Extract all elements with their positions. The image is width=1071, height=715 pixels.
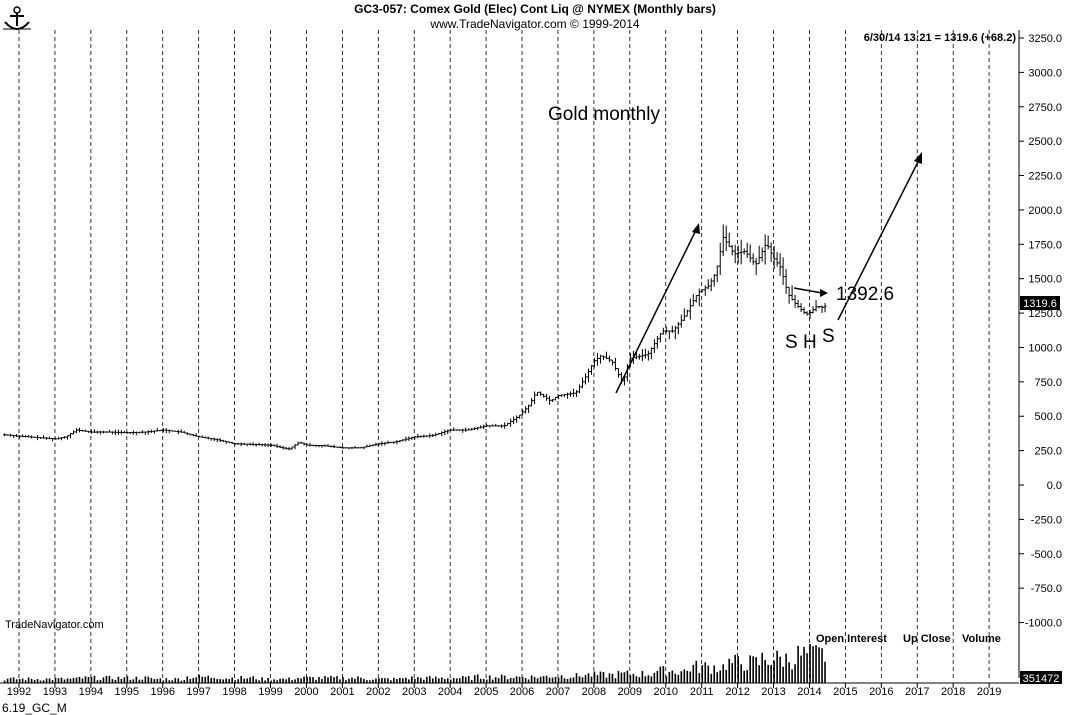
pattern-letter-right-shoulder: S bbox=[822, 326, 835, 347]
year-axis-tick-label: 2003 bbox=[402, 686, 426, 698]
year-axis-tick-label: 2009 bbox=[618, 686, 642, 698]
price-axis-tick-label: 250.0 bbox=[1034, 446, 1062, 458]
year-axis-tick-label: 2015 bbox=[833, 686, 857, 698]
chart-header-title: GC3-057: Comex Gold (Elec) Cont Liq @ NY… bbox=[354, 2, 716, 16]
file-label: 6.19_GC_M bbox=[2, 701, 67, 715]
year-axis-tick-label: 2006 bbox=[510, 686, 534, 698]
price-axis: 3250.0 3000.0 2750.0 2500.0 2250.0 2000.0 1750… bbox=[1019, 33, 1062, 630]
year-axis-tick-label: 2002 bbox=[366, 686, 390, 698]
price-axis-tick-label: 2250.0 bbox=[1028, 171, 1062, 183]
indicator-label-up-close: Up Close bbox=[903, 633, 951, 645]
year-axis-tick-label: 2011 bbox=[690, 686, 714, 698]
price-axis-tick-label: 2750.0 bbox=[1028, 102, 1062, 114]
price-axis-tick-label: 1250.0 bbox=[1028, 308, 1062, 320]
annotation-title: Gold monthly bbox=[548, 104, 660, 125]
svg-text:351472: 351472 bbox=[1023, 673, 1060, 685]
year-axis-tick-label: 2017 bbox=[905, 686, 929, 698]
price-axis-tick-label: 3250.0 bbox=[1028, 33, 1062, 45]
year-axis-tick-label: 1993 bbox=[43, 686, 67, 698]
year-axis-tick-label: 2013 bbox=[761, 686, 785, 698]
price-axis-tick-label: 3000.0 bbox=[1028, 67, 1062, 79]
gold-price-bars bbox=[3, 224, 827, 451]
price-axis-tick-label: -500.0 bbox=[1031, 549, 1062, 561]
indicator-label-volume: Volume bbox=[962, 633, 1001, 645]
price-axis-tick-label: -750.0 bbox=[1031, 583, 1062, 595]
year-axis-tick-label: 1992 bbox=[7, 686, 31, 698]
trend-arrow-projection bbox=[837, 152, 922, 321]
price-axis-tick-label: 1500.0 bbox=[1028, 274, 1062, 286]
pattern-letter-left-shoulder: S bbox=[785, 332, 798, 353]
year-axis-tick-label: 2012 bbox=[725, 686, 749, 698]
year-axis-tick-label: 2014 bbox=[797, 686, 821, 698]
year-axis-tick-label: 2001 bbox=[330, 686, 354, 698]
year-axis-tick-label: 1997 bbox=[186, 686, 210, 698]
neckline-marker bbox=[793, 287, 828, 297]
year-axis-tick-label: 2018 bbox=[941, 686, 965, 698]
year-axis-tick-label: 1998 bbox=[222, 686, 246, 698]
price-axis-tick-label: 0.0 bbox=[1047, 480, 1062, 492]
volume-badge: 351472 bbox=[1020, 671, 1062, 685]
volume-histogram bbox=[3, 644, 826, 683]
year-axis-tick-label: 2010 bbox=[653, 686, 677, 698]
year-axis-tick-label: 1994 bbox=[79, 686, 103, 698]
price-axis-tick-label: 2000.0 bbox=[1028, 205, 1062, 217]
price-axis-tick-label: 750.0 bbox=[1034, 377, 1062, 389]
year-axis-tick-label: 2004 bbox=[438, 686, 462, 698]
year-axis-tick-label: 1999 bbox=[258, 686, 282, 698]
last-quote-readout: 6/30/14 13:21 = 1319.6 (+68.2) bbox=[864, 32, 1017, 44]
year-axis-tick-label: 1995 bbox=[115, 686, 139, 698]
trend-arrow-2008 bbox=[615, 223, 700, 394]
current-price-badge: 1319.6 bbox=[1020, 296, 1060, 310]
pattern-letter-head: H bbox=[803, 332, 817, 353]
year-axis-tick-label: 2007 bbox=[546, 686, 570, 698]
chart-header-subtitle: www.TradeNavigator.com © 1999-2014 bbox=[429, 17, 639, 31]
year-axis: 1992 1993 1994 1995 1996 1997 1998 1999 2000 2001… bbox=[7, 683, 1001, 698]
price-axis-tick-label: -1000.0 bbox=[1025, 618, 1062, 630]
year-axis-tick-label: 2019 bbox=[977, 686, 1001, 698]
year-axis-tick-label: 2016 bbox=[869, 686, 893, 698]
svg-text:1319.6: 1319.6 bbox=[1023, 298, 1057, 310]
price-axis-tick-label: 1750.0 bbox=[1028, 239, 1062, 251]
tradenavigator-logo-icon bbox=[3, 6, 31, 30]
price-axis-tick-label: 1000.0 bbox=[1028, 342, 1062, 354]
price-axis-tick-label: 500.0 bbox=[1034, 411, 1062, 423]
year-axis-tick-label: 2000 bbox=[294, 686, 318, 698]
neckline-level-label: 1392.6 bbox=[836, 284, 894, 305]
price-axis-tick-label: -250.0 bbox=[1031, 514, 1062, 526]
year-axis-tick-label: 1996 bbox=[150, 686, 174, 698]
year-axis-tick-label: 2005 bbox=[474, 686, 498, 698]
watermark-text: TradeNavigator.com bbox=[5, 619, 104, 631]
year-grid-lines bbox=[18, 30, 990, 678]
year-axis-tick-label: 2008 bbox=[582, 686, 606, 698]
indicator-label-open-interest: Open Interest bbox=[816, 633, 887, 645]
price-axis-tick-label: 2500.0 bbox=[1028, 136, 1062, 148]
